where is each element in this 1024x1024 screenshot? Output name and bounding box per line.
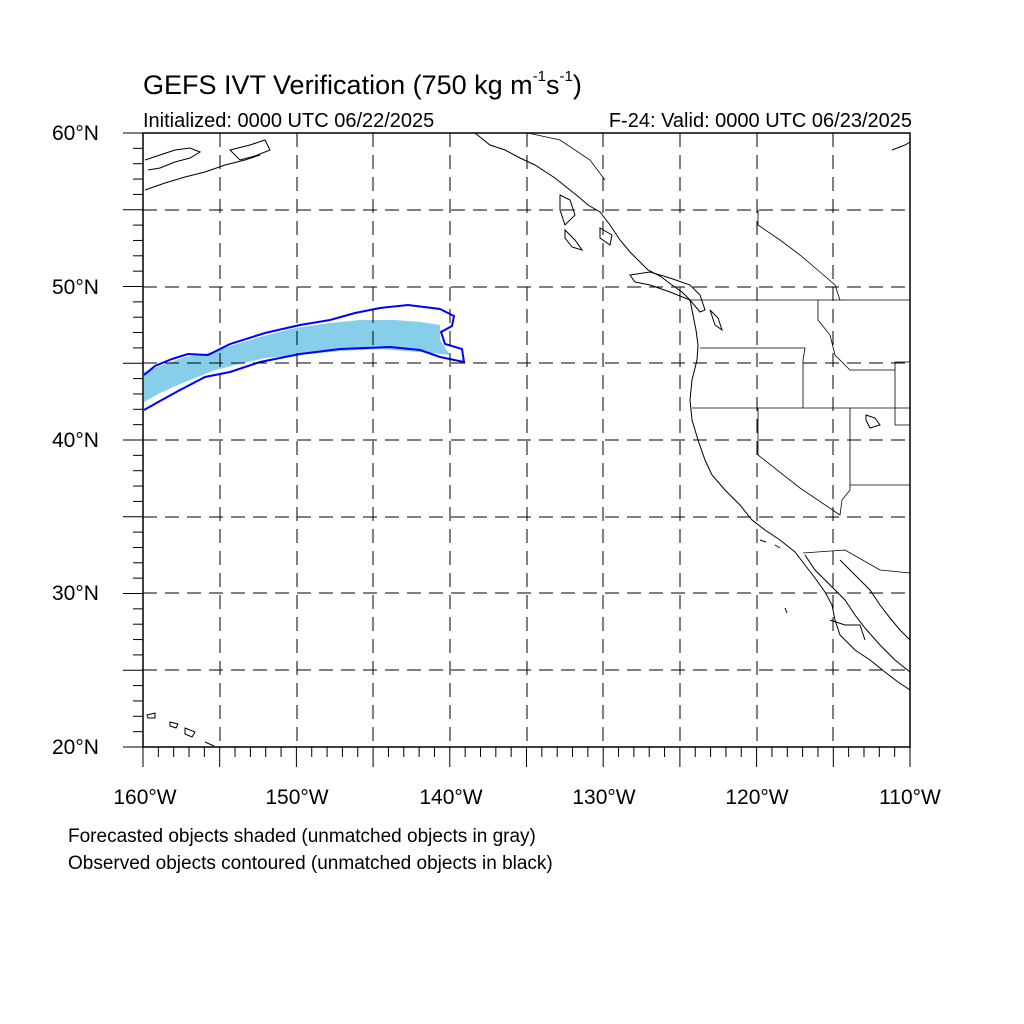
coastlines: [144, 132, 911, 747]
lon-label-110w: 110°W: [879, 786, 941, 809]
lat-label-20: 20°N: [52, 736, 99, 759]
lon-label-160w: 160°W: [113, 786, 177, 809]
lon-label-120w: 120°W: [725, 786, 789, 809]
observed-note: Observed objects contoured (unmatched ob…: [68, 853, 553, 874]
lon-label-140w: 140°W: [419, 786, 483, 809]
valid-time: F-24: Valid: 0000 UTC 06/23/2025: [608, 110, 912, 132]
tick-marks: [123, 132, 911, 767]
map-title: GEFS IVT Verification (750 kg m-1s-1): [143, 68, 582, 100]
lon-label-150w: 150°W: [265, 786, 329, 809]
observed-contour: [143, 303, 466, 411]
lon-label-130w: 130°W: [572, 786, 636, 809]
lat-label-30: 30°N: [52, 582, 99, 605]
lat-label-60: 60°N: [52, 122, 99, 145]
lat-label-50: 50°N: [52, 276, 99, 299]
lat-label-40: 40°N: [52, 429, 99, 452]
state-borders: [527, 132, 911, 574]
init-time: Initialized: 0000 UTC 06/22/2025: [143, 110, 435, 132]
forecast-note: Forecasted objects shaded (unmatched obj…: [68, 826, 536, 847]
graticule: [143, 133, 910, 747]
